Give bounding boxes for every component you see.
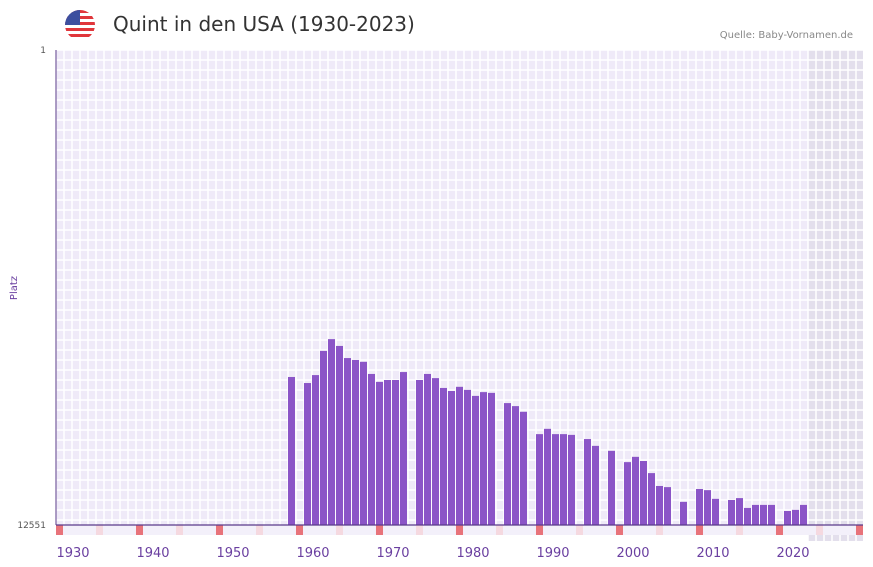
bar-2010 <box>712 498 719 525</box>
y-tick-label: 12551 <box>17 521 46 531</box>
bar-2019 <box>784 510 791 525</box>
forecast-shade <box>808 50 863 541</box>
bar-1963 <box>336 345 343 525</box>
half-decade-marker <box>496 525 503 535</box>
bar-2000 <box>632 456 639 525</box>
bar-2006 <box>680 501 687 525</box>
x-tick-label: 1930 <box>56 546 89 561</box>
decade-marker <box>136 525 143 535</box>
bar-1981 <box>480 392 487 525</box>
half-decade-marker <box>416 525 423 535</box>
bar-1965 <box>352 359 359 525</box>
decade-marker <box>216 525 223 535</box>
bar-2002 <box>648 473 655 525</box>
bar-1970 <box>392 380 399 525</box>
bar-2015 <box>752 504 759 525</box>
bar-2012 <box>728 499 735 525</box>
decade-marker <box>456 525 463 535</box>
bar-1957 <box>288 376 295 525</box>
x-tick-label: 2020 <box>776 546 809 561</box>
decade-marker <box>696 525 703 535</box>
bar-1999 <box>624 462 631 525</box>
bar-2016 <box>760 504 767 525</box>
bar-2013 <box>736 498 743 525</box>
bar-2020 <box>792 509 799 525</box>
x-tick-label: 1940 <box>136 546 169 561</box>
bar-1962 <box>328 339 335 525</box>
decade-marker <box>536 525 543 535</box>
bar-1964 <box>344 358 351 525</box>
x-tick-label: 1960 <box>296 546 329 561</box>
x-tick-label: 1980 <box>456 546 489 561</box>
x-tick-label: 1990 <box>536 546 569 561</box>
us-flag-icon <box>65 10 95 40</box>
half-decade-marker <box>96 525 103 535</box>
bar-1995 <box>592 445 599 525</box>
bar-1994 <box>584 439 591 525</box>
bar-1976 <box>440 387 447 525</box>
half-decade-marker <box>256 525 263 535</box>
x-tick-label: 1950 <box>216 546 249 561</box>
bar-1986 <box>520 411 527 525</box>
chart-title: Quint in den USA (1930-2023) <box>113 12 415 36</box>
decade-marker <box>856 525 863 535</box>
x-tick-label: 2010 <box>696 546 729 561</box>
source-link[interactable]: Quelle: Baby-Vornamen.de <box>719 30 853 41</box>
decade-marker <box>376 525 383 535</box>
bar-1985 <box>512 406 519 525</box>
half-decade-marker <box>336 525 343 535</box>
bar-1982 <box>488 392 495 525</box>
decade-marker <box>616 525 623 535</box>
bar-1960 <box>312 375 319 525</box>
decade-marker <box>296 525 303 535</box>
bar-2008 <box>696 489 703 525</box>
bar-1959 <box>304 383 311 525</box>
half-decade-marker <box>176 525 183 535</box>
bar-1961 <box>320 350 327 525</box>
bar-1974 <box>424 373 431 525</box>
x-tick-label: 2000 <box>616 546 649 561</box>
half-decade-marker <box>656 525 663 535</box>
bar-1990 <box>552 434 559 525</box>
y-axis-title: Platz <box>9 276 20 300</box>
bar-2001 <box>640 460 647 525</box>
bar-1971 <box>400 372 407 525</box>
bar-2014 <box>744 507 751 525</box>
bar-2004 <box>664 487 671 525</box>
bar-1997 <box>608 450 615 525</box>
half-decade-marker <box>816 525 823 535</box>
bar-2003 <box>656 485 663 525</box>
bar-1968 <box>376 381 383 525</box>
bar-1969 <box>384 380 391 525</box>
bar-1980 <box>472 395 479 525</box>
bar-1975 <box>432 378 439 525</box>
bar-2009 <box>704 490 711 525</box>
bar-1992 <box>568 434 575 525</box>
bar-2021 <box>800 504 807 525</box>
bar-1989 <box>544 428 551 525</box>
decade-marker <box>56 525 63 535</box>
x-tick-label: 1970 <box>376 546 409 561</box>
half-decade-marker <box>736 525 743 535</box>
bar-1991 <box>560 434 567 525</box>
bar-1967 <box>368 373 375 525</box>
bar-1966 <box>360 361 367 525</box>
bar-1973 <box>416 380 423 525</box>
bar-1979 <box>464 389 471 525</box>
half-decade-marker <box>576 525 583 535</box>
y-tick-label: 1 <box>40 46 46 56</box>
bar-1977 <box>448 390 455 525</box>
bar-1988 <box>536 434 543 525</box>
bar-2017 <box>768 504 775 525</box>
decade-marker <box>776 525 783 535</box>
bar-1978 <box>456 386 463 525</box>
bar-1984 <box>504 403 511 525</box>
